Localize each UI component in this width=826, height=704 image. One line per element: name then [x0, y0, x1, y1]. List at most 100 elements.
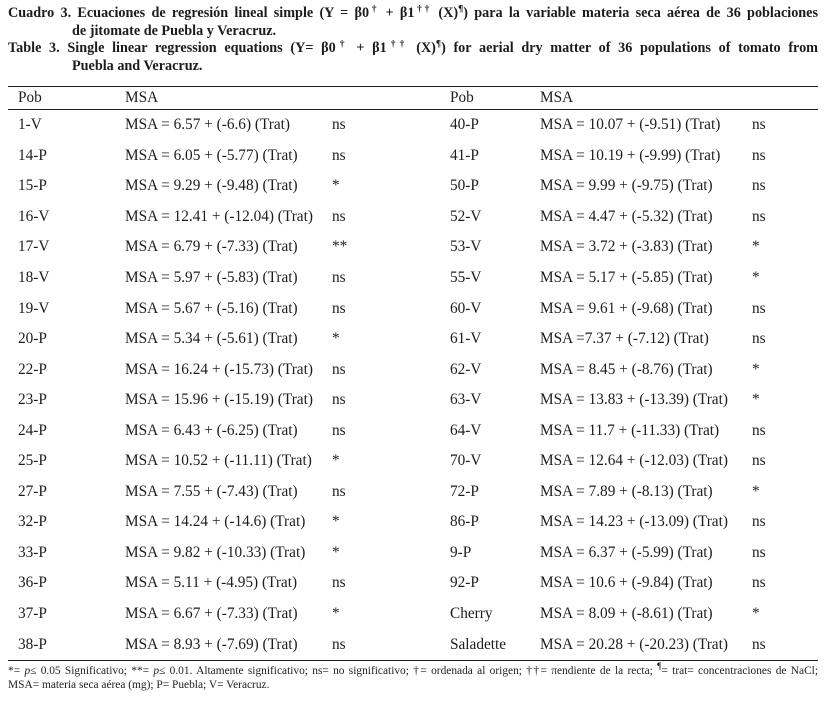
significance-cell: ns: [332, 146, 346, 164]
equation-cell: MSA = 6.43 + (-6.25) (Trat): [125, 421, 298, 439]
population-cell: 37-P: [18, 605, 47, 623]
footnote-line2: MSA= materia seca aérea (mg); P= Puebla;…: [8, 679, 270, 692]
significance-cell: *: [752, 269, 760, 286]
regression-table: Pob MSA Pob MSA 1-V MSA = 6.57 + (-6.6) …: [8, 86, 818, 661]
table-row: 62-V MSA = 8.45 + (-8.76) (Trat) *: [450, 354, 818, 385]
table-row: 15-P MSA = 9.29 + (-9.48) (Trat) *: [18, 171, 413, 202]
header-pob-label: Pob: [18, 89, 42, 106]
population-cell: 70-V: [450, 452, 482, 470]
equation-cell: MSA = 9.29 + (-9.48) (Trat): [125, 177, 298, 195]
population-cell: 60-V: [450, 299, 482, 317]
significance-cell: ns: [332, 207, 346, 225]
table-row: 53-V MSA = 3.72 + (-3.83) (Trat) *: [450, 232, 818, 263]
equation-cell: MSA = 13.83 + (-13.39) (Trat): [540, 391, 728, 409]
table-row: 22-P MSA = 16.24 + (-15.73) (Trat) ns: [18, 354, 413, 385]
significance-cell: *: [332, 605, 340, 623]
significance-cell: ns: [332, 574, 346, 592]
table-row: 92-P MSA = 10.6 + (-9.84) (Trat) ns: [450, 568, 818, 599]
equation-cell: MSA = 9.61 + (-9.68) (Trat): [540, 299, 713, 317]
table-row: Saladette MSA = 20.28 + (-20.23) (Trat) …: [450, 629, 818, 660]
equation-cell: MSA = 8.93 + (-7.69) (Trat): [125, 635, 298, 653]
significance-cell: ns: [752, 299, 766, 317]
equation-cell: MSA = 5.11 + (-4.95) (Trat): [125, 574, 298, 592]
population-cell: 15-P: [18, 177, 47, 195]
table-row: 25-P MSA = 10.52 + (-11.11) (Trat) *: [18, 446, 413, 477]
equation-cell: MSA = 6.67 + (-7.33) (Trat): [125, 605, 298, 623]
table-row: 23-P MSA = 15.96 + (-15.19) (Trat) ns: [18, 385, 413, 416]
significance-cell: *: [332, 543, 340, 561]
significance-cell: ns: [752, 330, 766, 348]
table-row: Cherry MSA = 8.09 + (-8.61) (Trat) *: [450, 599, 818, 630]
equation-cell: MSA = 12.41 + (-12.04) (Trat): [125, 207, 313, 225]
table-footnote: *= p≤ 0.05 Significativo; **= p≤ 0.01. A…: [8, 662, 818, 693]
equation-cell: MSA = 8.45 + (-8.76) (Trat): [540, 360, 713, 378]
equation-cell: MSA = 5.17 + (-5.85) (Trat): [540, 269, 713, 286]
significance-cell: ns: [752, 116, 766, 134]
table-row: 20-P MSA = 5.34 + (-5.61) (Trat) *: [18, 324, 413, 355]
significance-cell: ns: [332, 482, 346, 500]
equation-cell: MSA = 5.67 + (-5.16) (Trat): [125, 299, 298, 317]
population-cell: 52-V: [450, 207, 482, 225]
significance-cell: ns: [752, 543, 766, 561]
significance-cell: ns: [752, 635, 766, 653]
equation-cell: MSA = 3.72 + (-3.83) (Trat): [540, 238, 713, 256]
equation-cell: MSA = 10.19 + (-9.99) (Trat): [540, 146, 721, 164]
population-cell: 53-V: [450, 238, 482, 256]
table-row: 24-P MSA = 6.43 + (-6.25) (Trat) ns: [18, 415, 413, 446]
equation-cell: MSA = 10.52 + (-11.11) (Trat): [125, 452, 312, 470]
significance-cell: ns: [332, 421, 346, 439]
population-cell: 36-P: [18, 574, 47, 592]
table-left-column: 1-V MSA = 6.57 + (-6.6) (Trat) ns 14-P M…: [8, 110, 413, 660]
equation-cell: MSA = 11.7 + (-11.33) (Trat): [540, 421, 720, 439]
significance-cell: ns: [752, 146, 766, 164]
table-row: 55-V MSA = 5.17 + (-5.85) (Trat) *: [450, 263, 818, 294]
caption-english-line2: Puebla and Veracruz.: [72, 57, 203, 74]
significance-cell: *: [332, 513, 340, 531]
table-row: 14-P MSA = 6.05 + (-5.77) (Trat) ns: [18, 141, 413, 172]
significance-cell: **: [332, 238, 348, 256]
population-cell: 27-P: [18, 482, 47, 500]
caption-spanish-line2: de jitomate de Puebla y Veracruz.: [72, 22, 277, 39]
equation-cell: MSA =7.37 + (-7.12) (Trat): [540, 330, 709, 348]
population-cell: 86-P: [450, 513, 479, 531]
header-pob-label: Pob: [450, 89, 474, 106]
equation-cell: MSA = 6.37 + (-5.99) (Trat): [540, 543, 713, 561]
equation-cell: MSA = 20.28 + (-20.23) (Trat): [540, 635, 728, 653]
table-row: 19-V MSA = 5.67 + (-5.16) (Trat) ns: [18, 293, 413, 324]
significance-cell: ns: [332, 391, 346, 409]
population-cell: 1-V: [18, 116, 42, 134]
header-msa-label: MSA: [540, 89, 574, 106]
population-cell: 41-P: [450, 146, 479, 164]
population-cell: 23-P: [18, 391, 47, 409]
equation-cell: MSA = 6.05 + (-5.77) (Trat): [125, 146, 298, 164]
population-cell: 18-V: [18, 269, 50, 286]
population-cell: Cherry: [450, 605, 493, 623]
significance-cell: *: [752, 482, 760, 500]
equation-cell: MSA = 5.97 + (-5.83) (Trat): [125, 269, 298, 286]
table-row: 32-P MSA = 14.24 + (-14.6) (Trat) *: [18, 507, 413, 538]
population-cell: 9-P: [450, 543, 472, 561]
table-row: 36-P MSA = 5.11 + (-4.95) (Trat) ns: [18, 568, 413, 599]
population-cell: 17-V: [18, 238, 50, 256]
equation-cell: MSA = 7.55 + (-7.43) (Trat): [125, 482, 298, 500]
table-row: 64-V MSA = 11.7 + (-11.33) (Trat) ns: [450, 415, 818, 446]
population-cell: 72-P: [450, 482, 479, 500]
equation-cell: MSA = 16.24 + (-15.73) (Trat): [125, 360, 313, 378]
population-cell: 25-P: [18, 452, 47, 470]
caption-english-line1: Table 3. Single linear regression equati…: [8, 39, 819, 56]
significance-cell: ns: [752, 421, 766, 439]
table-row: 16-V MSA = 12.41 + (-12.04) (Trat) ns: [18, 202, 413, 233]
equation-cell: MSA = 7.89 + (-8.13) (Trat): [540, 482, 713, 500]
significance-cell: ns: [332, 360, 346, 378]
equation-cell: MSA = 10.07 + (-9.51) (Trat): [540, 116, 721, 134]
equation-cell: MSA = 9.99 + (-9.75) (Trat): [540, 177, 713, 195]
population-cell: 14-P: [18, 146, 47, 164]
table-row: 33-P MSA = 9.82 + (-10.33) (Trat) *: [18, 538, 413, 569]
significance-cell: *: [752, 391, 760, 409]
footnote-line1: *= p≤ 0.05 Significativo; **= p≤ 0.01. A…: [8, 662, 818, 677]
significance-cell: *: [752, 360, 760, 378]
equation-cell: MSA = 14.23 + (-13.09) (Trat): [540, 513, 728, 531]
table-row: 63-V MSA = 13.83 + (-13.39) (Trat) *: [450, 385, 818, 416]
significance-cell: *: [752, 238, 760, 256]
equation-cell: MSA = 14.24 + (-14.6) (Trat): [125, 513, 306, 531]
